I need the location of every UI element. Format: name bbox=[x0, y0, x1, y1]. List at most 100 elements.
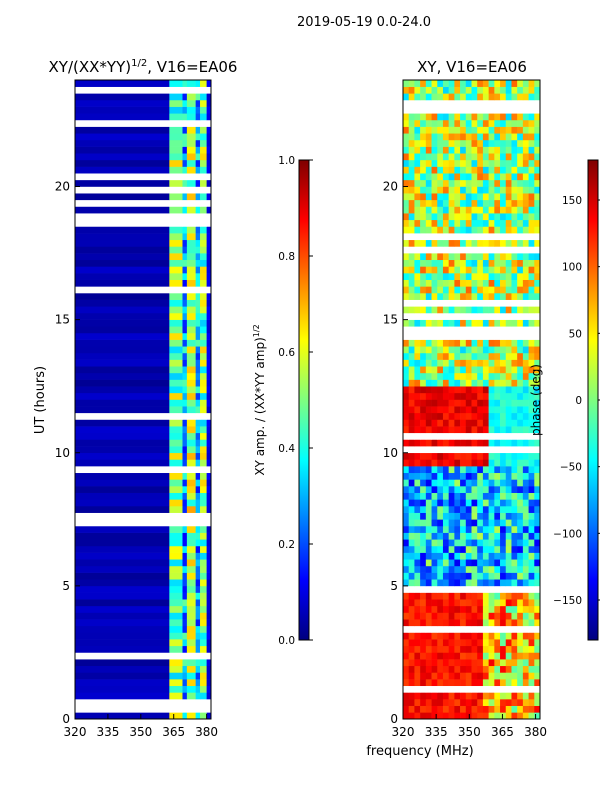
right-heatmap-cell bbox=[448, 479, 455, 487]
right-heatmap-cell bbox=[437, 685, 444, 693]
right-heatmap-cell bbox=[471, 559, 478, 567]
right-heatmap-cell bbox=[500, 712, 507, 720]
right-heatmap-cell bbox=[517, 672, 524, 680]
left-heatmap-cell bbox=[75, 559, 170, 567]
right-heatmap-cell bbox=[471, 326, 478, 334]
right-heatmap-cell bbox=[465, 259, 472, 267]
left-heatmap-cell bbox=[75, 386, 170, 394]
right-heatmap-cell bbox=[482, 359, 489, 367]
right-heatmap-cell bbox=[505, 133, 512, 141]
right-heatmap-cell bbox=[488, 679, 495, 687]
left-heatmap-cell bbox=[195, 585, 201, 593]
right-heatmap-cell bbox=[494, 472, 501, 480]
right-heatmap-cell bbox=[488, 193, 495, 201]
right-heatmap-cell bbox=[454, 585, 461, 593]
right-heatmap-cell bbox=[528, 579, 535, 587]
left-heatmap-cell bbox=[75, 679, 170, 687]
left-heatmap-cell bbox=[206, 699, 212, 706]
right-heatmap-cell bbox=[488, 619, 495, 627]
right-heatmap-cell bbox=[511, 672, 518, 680]
right-cbar-tick-label: 50 bbox=[569, 328, 582, 340]
left-heatmap-cell bbox=[75, 579, 170, 587]
right-heatmap-cell bbox=[448, 466, 455, 474]
right-heatmap-cell bbox=[408, 126, 415, 134]
right-heatmap-cell bbox=[505, 80, 512, 87]
left-heatmap-cell bbox=[169, 692, 183, 700]
right-heatmap-cell bbox=[517, 119, 524, 127]
right-heatmap-cell bbox=[420, 552, 427, 560]
right-xtick-label: 380 bbox=[524, 725, 547, 739]
right-heatmap-cell bbox=[465, 492, 472, 500]
left-heatmap-cell bbox=[169, 326, 183, 334]
right-heatmap-cell bbox=[511, 572, 518, 580]
left-heatmap-cell bbox=[186, 712, 196, 720]
right-heatmap-cell bbox=[454, 499, 461, 507]
right-heatmap-cell bbox=[517, 239, 524, 247]
left-heatmap-cell bbox=[169, 625, 183, 633]
right-heatmap-cell bbox=[414, 186, 421, 194]
right-heatmap-cell bbox=[431, 339, 438, 347]
right-heatmap-cell bbox=[465, 233, 472, 241]
right-heatmap-cell bbox=[488, 439, 495, 447]
left-heatmap-cell bbox=[75, 273, 170, 280]
right-heatmap-cell bbox=[517, 93, 524, 101]
right-heatmap-cell bbox=[505, 86, 512, 94]
right-heatmap-cell bbox=[454, 193, 461, 201]
right-heatmap-cell bbox=[403, 352, 410, 360]
right-heatmap-cell bbox=[471, 519, 478, 527]
right-heatmap-cell bbox=[448, 459, 455, 467]
right-heatmap-cell bbox=[403, 312, 410, 320]
right-heatmap-cell bbox=[505, 239, 512, 247]
right-heatmap-cell bbox=[494, 199, 501, 207]
right-heatmap-cell bbox=[437, 632, 444, 640]
right-heatmap-cell bbox=[460, 279, 467, 287]
left-heatmap-cell bbox=[186, 572, 196, 580]
left-heatmap-cell bbox=[195, 565, 201, 573]
right-heatmap-cell bbox=[425, 199, 432, 207]
right-heatmap-cell bbox=[522, 259, 529, 267]
right-heatmap-cell bbox=[500, 565, 507, 573]
right-heatmap-cell bbox=[414, 366, 421, 374]
right-heatmap-cell bbox=[420, 592, 427, 600]
right-heatmap-cell bbox=[511, 312, 518, 320]
right-heatmap-cell bbox=[522, 346, 529, 354]
left-heatmap-cell bbox=[200, 506, 207, 513]
right-heatmap-cell bbox=[460, 605, 467, 613]
right-cbar-tick-label: 0 bbox=[575, 395, 582, 407]
left-heatmap-cell bbox=[200, 612, 207, 620]
right-heatmap-cell bbox=[403, 452, 410, 460]
left-heatmap-cell bbox=[206, 119, 212, 127]
right-heatmap-cell bbox=[522, 246, 529, 254]
right-heatmap-cell bbox=[431, 352, 438, 360]
left-heatmap-cell bbox=[75, 492, 170, 500]
right-heatmap-cell bbox=[448, 452, 455, 460]
right-heatmap-cell bbox=[425, 179, 432, 187]
right-heatmap-cell bbox=[408, 372, 415, 380]
right-heatmap-cell bbox=[442, 539, 449, 547]
right-heatmap-cell bbox=[460, 545, 467, 553]
right-heatmap-cell bbox=[517, 153, 524, 161]
right-heatmap-cell bbox=[477, 339, 484, 347]
right-heatmap-cell bbox=[465, 406, 472, 414]
right-heatmap-cell bbox=[442, 352, 449, 360]
right-heatmap-cell bbox=[437, 93, 444, 101]
left-heatmap-cell bbox=[75, 472, 170, 480]
right-heatmap-cell bbox=[414, 80, 421, 87]
left-heatmap-cell bbox=[206, 412, 212, 420]
right-heatmap-cell bbox=[494, 525, 501, 533]
right-heatmap-cell bbox=[414, 632, 421, 640]
right-heatmap-cell bbox=[500, 339, 507, 347]
left-heatmap-cell bbox=[206, 565, 212, 573]
right-heatmap-cell bbox=[534, 359, 541, 367]
right-heatmap-cell bbox=[437, 319, 444, 327]
right-heatmap-cell bbox=[505, 399, 512, 407]
left-heatmap-cell bbox=[200, 259, 207, 267]
right-heatmap-cell bbox=[488, 592, 495, 600]
right-heatmap-cell bbox=[414, 612, 421, 620]
right-heatmap-cell bbox=[494, 372, 501, 380]
right-heatmap-cell bbox=[437, 446, 444, 454]
left-heatmap-cell bbox=[75, 665, 170, 673]
right-heatmap-cell bbox=[454, 665, 461, 673]
right-heatmap-cell bbox=[437, 372, 444, 380]
right-heatmap-cell bbox=[517, 446, 524, 454]
